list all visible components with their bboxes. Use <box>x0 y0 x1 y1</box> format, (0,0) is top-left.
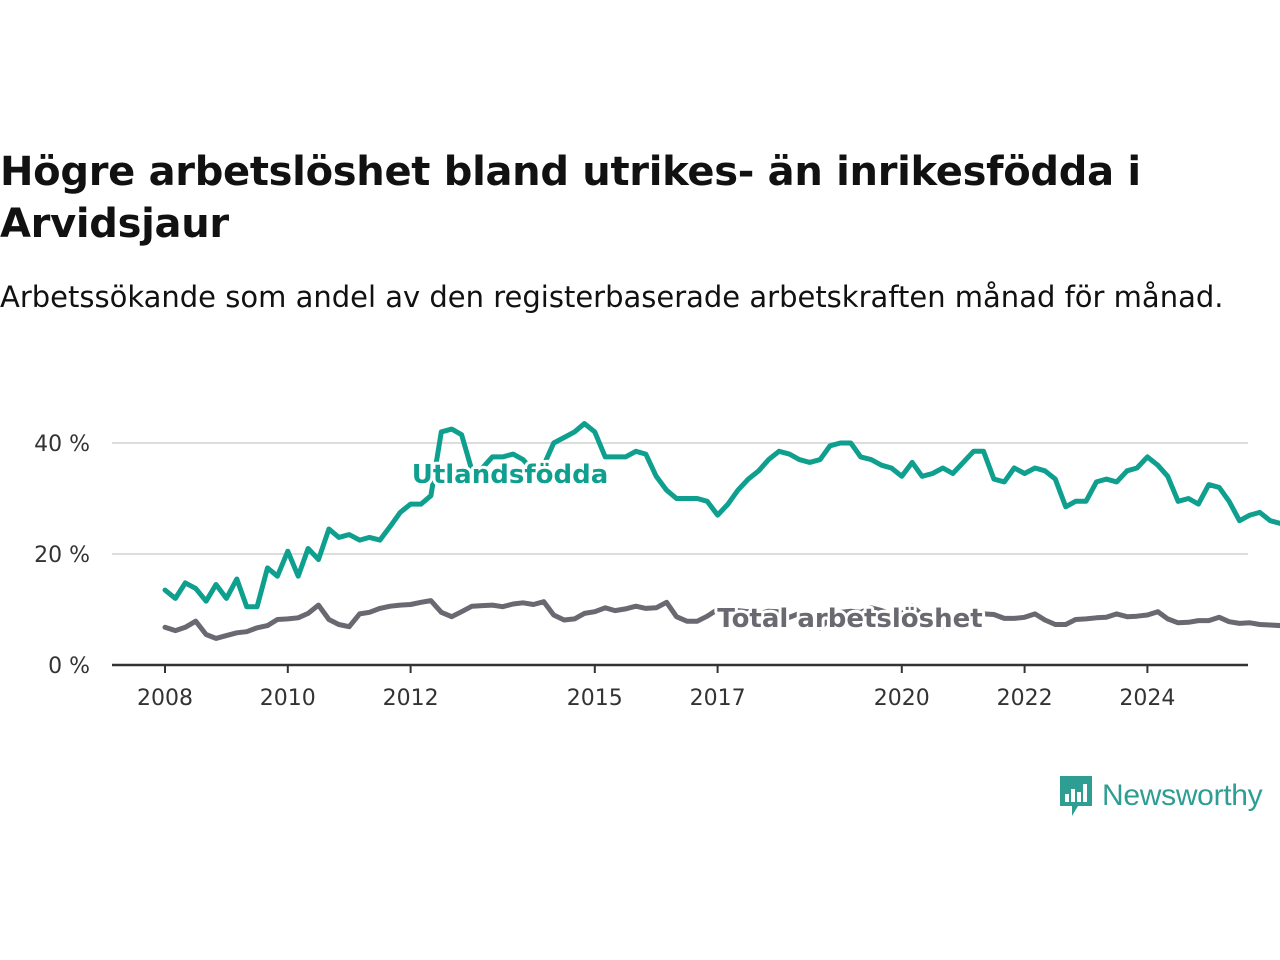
x-tick-label: 2020 <box>874 686 930 711</box>
series-label-total: Total arbetslöshet <box>717 604 982 634</box>
x-tick-label: 2022 <box>997 686 1053 711</box>
series-label-foreign-halo: Utlandsfödda <box>412 460 609 490</box>
x-tick-label: 2008 <box>137 686 193 711</box>
y-tick-label: 20 % <box>34 543 90 568</box>
x-tick-label: 2024 <box>1119 686 1175 711</box>
x-tick-label: 2015 <box>567 686 623 711</box>
chart-title: Högre arbetslöshet bland utrikes- än inr… <box>0 149 1141 247</box>
x-tick-label: 2017 <box>690 686 746 711</box>
series-label-foreign: Utlandsfödda <box>412 460 609 490</box>
x-tick-label: 2010 <box>260 686 316 711</box>
newsworthy-logo: Newsworthy <box>1058 774 1263 818</box>
x-axis: 2008 2010 2012 2015 2017 2020 2022 2024 <box>112 663 1248 711</box>
series-lines <box>162 421 1280 641</box>
line-chart: 0 % 20 % 40 % 2008 2010 2012 2015 2017 2020 2022… <box>34 421 1280 711</box>
series-label-total-halo: Total arbetslöshet <box>717 604 982 634</box>
gridlines <box>112 442 1248 555</box>
newsworthy-chart-icon <box>1060 776 1092 816</box>
series-line <box>162 421 1280 610</box>
series-line <box>162 598 1280 641</box>
chart-subtitle: Arbetssökande som andel av den registerb… <box>0 280 1224 314</box>
x-tick-label: 2012 <box>383 686 439 711</box>
logo-text: Newsworthy <box>1102 779 1263 812</box>
y-tick-label: 40 % <box>34 432 90 457</box>
y-tick-label: 0 % <box>48 654 90 679</box>
y-axis-labels: 0 % 20 % 40 % <box>34 432 90 679</box>
